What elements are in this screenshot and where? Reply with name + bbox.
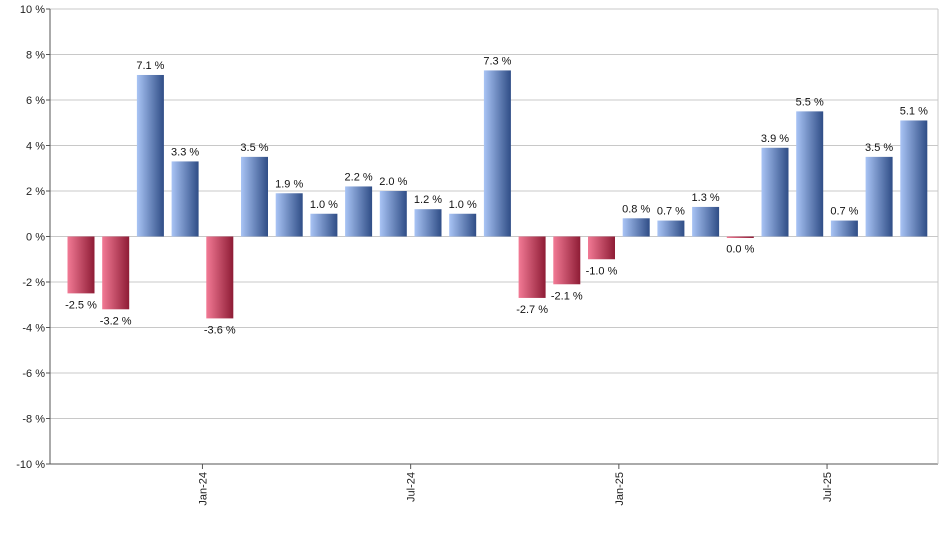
y-tick-label: 4 % (26, 141, 45, 153)
data-label: -3.2 % (100, 315, 132, 327)
y-tick-label: 2 % (26, 186, 45, 198)
data-label: 3.5 % (865, 142, 893, 154)
bar (692, 206, 720, 237)
bar (726, 236, 754, 238)
y-tick-label: 8 % (26, 50, 45, 62)
data-labels: -2.5 %-3.2 % 7.1 % 3.3 % -3.6 % 3.5 % 1.9 % 1.… (65, 55, 928, 336)
bar (553, 236, 581, 285)
y-tick-label: 0 % (26, 232, 45, 244)
bar (102, 236, 130, 310)
data-label: -2.5 % (65, 299, 97, 311)
data-label: -2.7 % (516, 304, 548, 316)
data-label: 5.5 % (796, 96, 824, 108)
y-tick-label: 6 % (26, 95, 45, 107)
data-label: 1.2 % (414, 194, 442, 206)
bar (414, 209, 442, 237)
y-tick-label: -4 % (22, 323, 45, 335)
bar (345, 186, 373, 237)
y-tick-label: -8 % (22, 414, 45, 426)
bar (275, 193, 303, 237)
bar (830, 220, 858, 237)
y-tick-label: -6 % (22, 368, 45, 380)
bar (761, 147, 789, 237)
bar (900, 120, 928, 237)
bar (483, 70, 511, 237)
bar (796, 111, 824, 237)
data-label: -2.1 % (551, 290, 583, 302)
x-tick-label: Jan-25 (614, 472, 626, 506)
data-label: 7.3 % (483, 55, 511, 67)
bar (241, 156, 268, 237)
bar (657, 220, 685, 237)
x-tick-label: Jul-24 (406, 472, 418, 502)
bar (588, 236, 615, 260)
bar (136, 74, 164, 237)
data-label: 3.5 % (240, 142, 268, 154)
data-label: 7.1 % (136, 60, 164, 72)
y-tick-label: 10 % (20, 4, 45, 16)
data-label: 1.3 % (692, 192, 720, 204)
data-label: 1.9 % (275, 178, 303, 190)
bar (206, 236, 234, 319)
data-label: 2.2 % (345, 171, 373, 183)
bar (171, 161, 199, 237)
bars (67, 70, 928, 319)
bar (310, 213, 338, 237)
data-label: 2.0 % (379, 176, 407, 188)
data-label: 0.8 % (622, 203, 650, 215)
data-label: -3.6 % (204, 324, 236, 336)
x-tick-label: Jul-25 (822, 472, 834, 502)
bar (518, 236, 546, 298)
data-label: 0.7 % (657, 206, 685, 218)
data-label: 5.1 % (900, 105, 928, 117)
x-tick-label: Jan-24 (197, 472, 209, 506)
bar (622, 218, 650, 237)
y-tick-label: -2 % (22, 277, 45, 289)
bar (379, 191, 407, 237)
data-label: 1.0 % (310, 199, 338, 211)
axes: 10 % 8 % 6 % 4 % 2 % 0 % -2 % -4 % -6 % -8 % -10 %… (16, 4, 939, 506)
bar (67, 236, 95, 294)
y-tick-label: -10 % (16, 459, 45, 471)
data-label: 0.7 % (830, 206, 858, 218)
data-label: 1.0 % (449, 199, 477, 211)
data-label: 0.0 % (726, 244, 754, 256)
data-label: 3.9 % (761, 133, 789, 145)
bar (865, 156, 893, 237)
data-label: 3.3 % (171, 146, 199, 158)
data-label: -1.0 % (586, 265, 618, 277)
bar (449, 213, 477, 237)
